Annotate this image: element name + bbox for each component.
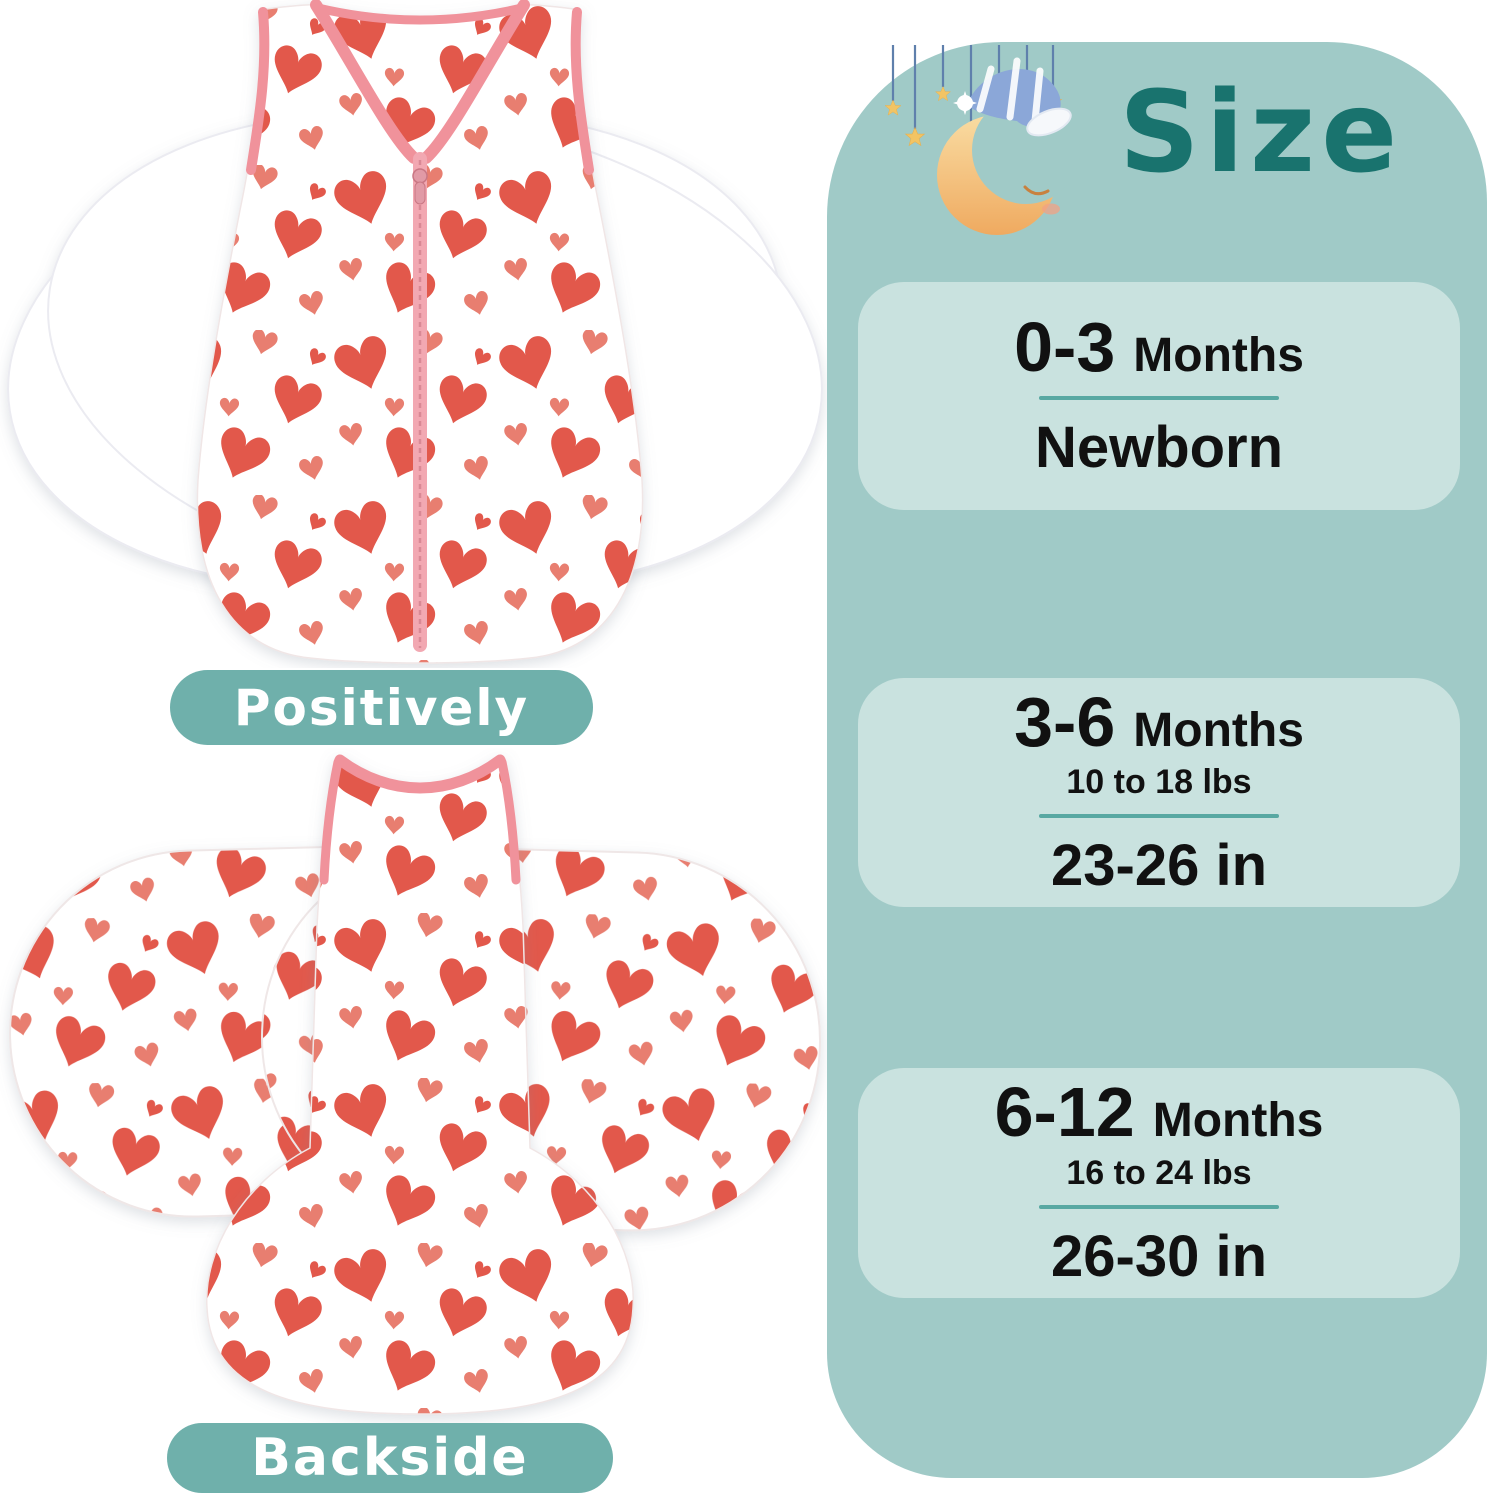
card-divider	[1039, 1204, 1279, 1209]
front-view-label: Positively	[233, 678, 530, 737]
front-view-illustration	[7, 0, 823, 664]
body-size: 23-26 in	[1051, 833, 1267, 899]
back-neck-trim	[313, 3, 527, 25]
neck-trim-left	[310, 0, 420, 164]
armhole-trim-left	[246, 7, 270, 175]
age-range: 3-6	[1014, 682, 1116, 761]
card-divider	[1039, 396, 1279, 401]
front-view-badge: Positively	[170, 670, 593, 745]
zipper	[412, 152, 428, 652]
back-view-badge: Backside	[167, 1423, 613, 1493]
back-neck-trim	[334, 754, 506, 794]
size-panel-title: Size	[1119, 68, 1404, 198]
age-row: 0-3 Months	[1014, 307, 1304, 386]
size-panel-header: Size	[827, 42, 1487, 282]
armhole-trim-right	[570, 7, 594, 175]
body-size: 26-30 in	[1051, 1223, 1267, 1289]
size-panel: Size 0-3 Months Newborn 3-6 Months 10 to…	[827, 42, 1487, 1478]
sleep-sack-front	[196, 0, 644, 664]
product-photo-front	[0, 0, 830, 668]
neck-inset	[316, 5, 524, 158]
age-unit: Months	[1133, 703, 1304, 757]
age-unit: Months	[1133, 328, 1304, 382]
weight-range: 16 to 24 lbs	[1066, 1153, 1252, 1192]
back-view-illustration	[9, 754, 821, 1415]
size-card-0-3-months: 0-3 Months Newborn	[858, 282, 1460, 510]
armhole-trim-right	[497, 757, 521, 885]
age-unit: Months	[1152, 1094, 1324, 1148]
sleeping-moon-icon	[884, 45, 1080, 235]
weight-range: 10 to 18 lbs	[1066, 763, 1252, 802]
age-range: 6-12	[994, 1073, 1135, 1152]
age-row: 6-12 Months	[995, 1076, 1324, 1150]
age-row: 3-6 Months	[1014, 682, 1304, 761]
size-card-3-6-months: 3-6 Months 10 to 18 lbs 23-26 in	[858, 678, 1460, 907]
neck-trim-right	[420, 0, 530, 164]
sleep-sack-back	[206, 754, 634, 1415]
armhole-trim-left	[319, 757, 343, 885]
card-divider	[1039, 814, 1279, 819]
body-size: Newborn	[1034, 415, 1284, 481]
nightcap-icon	[953, 57, 1072, 137]
age-range: 0-3	[1014, 307, 1116, 386]
back-view-label: Backside	[251, 1428, 529, 1488]
product-photo-back	[0, 748, 830, 1480]
size-card-6-12-months: 6-12 Months 16 to 24 lbs 26-30 in	[858, 1068, 1460, 1298]
